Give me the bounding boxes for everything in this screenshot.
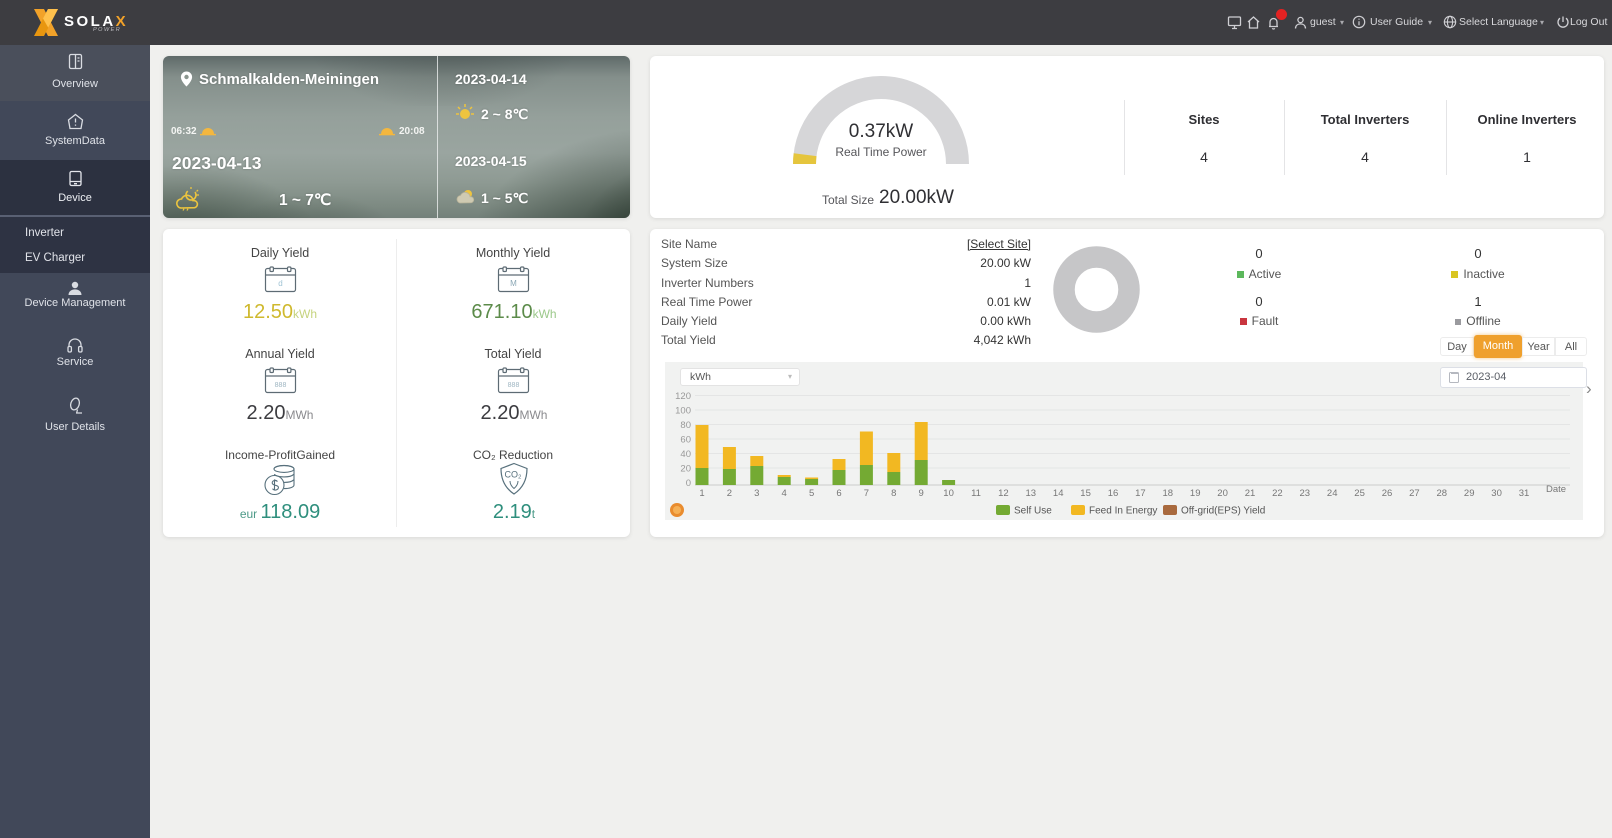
- svg-text:5: 5: [809, 488, 814, 499]
- svg-text:8: 8: [891, 488, 896, 499]
- svg-text:M: M: [510, 279, 517, 288]
- svg-text:d: d: [278, 279, 282, 288]
- svg-text:10: 10: [943, 488, 954, 499]
- svg-text:40: 40: [680, 449, 691, 460]
- svg-text:2: 2: [727, 488, 732, 499]
- svg-text:30: 30: [1491, 488, 1502, 499]
- svg-text:Feed In Energy: Feed In Energy: [1089, 506, 1157, 517]
- svg-text:9: 9: [919, 488, 924, 499]
- svg-text:26: 26: [1382, 488, 1393, 499]
- svg-text:25: 25: [1354, 488, 1365, 499]
- svg-text:19: 19: [1190, 488, 1201, 499]
- svg-text:23: 23: [1300, 488, 1311, 499]
- svg-text:21: 21: [1245, 488, 1256, 499]
- svg-text:0: 0: [686, 478, 691, 489]
- svg-text:7: 7: [864, 488, 869, 499]
- svg-text:4: 4: [782, 488, 787, 499]
- svg-text:11: 11: [971, 488, 981, 499]
- svg-text:888: 888: [275, 382, 287, 389]
- svg-text:27: 27: [1409, 488, 1420, 499]
- svg-text:22: 22: [1272, 488, 1283, 499]
- svg-text:Off-grid(EPS) Yield: Off-grid(EPS) Yield: [1181, 506, 1265, 517]
- svg-text:24: 24: [1327, 488, 1338, 499]
- svg-text:14: 14: [1053, 488, 1064, 499]
- svg-text:20: 20: [1217, 488, 1228, 499]
- svg-text:Date: Date: [1546, 484, 1566, 495]
- svg-text:28: 28: [1437, 488, 1448, 499]
- svg-text:80: 80: [680, 420, 691, 431]
- svg-text:31: 31: [1519, 488, 1530, 499]
- svg-text:18: 18: [1163, 488, 1174, 499]
- svg-text:60: 60: [680, 435, 691, 446]
- svg-text:6: 6: [836, 488, 841, 499]
- svg-text:Self Use: Self Use: [1014, 506, 1052, 517]
- svg-text:12: 12: [998, 488, 1009, 499]
- svg-text:16: 16: [1108, 488, 1119, 499]
- svg-text:13: 13: [1026, 488, 1037, 499]
- svg-text:100: 100: [675, 406, 691, 417]
- svg-text:15: 15: [1080, 488, 1091, 499]
- svg-text:888: 888: [508, 382, 520, 389]
- svg-text:17: 17: [1135, 488, 1146, 499]
- svg-text:20: 20: [680, 464, 691, 475]
- svg-text:29: 29: [1464, 488, 1475, 499]
- svg-text:1: 1: [699, 488, 704, 499]
- svg-text:CO₂: CO₂: [505, 470, 523, 480]
- svg-text:120: 120: [675, 391, 691, 402]
- svg-text:3: 3: [754, 488, 759, 499]
